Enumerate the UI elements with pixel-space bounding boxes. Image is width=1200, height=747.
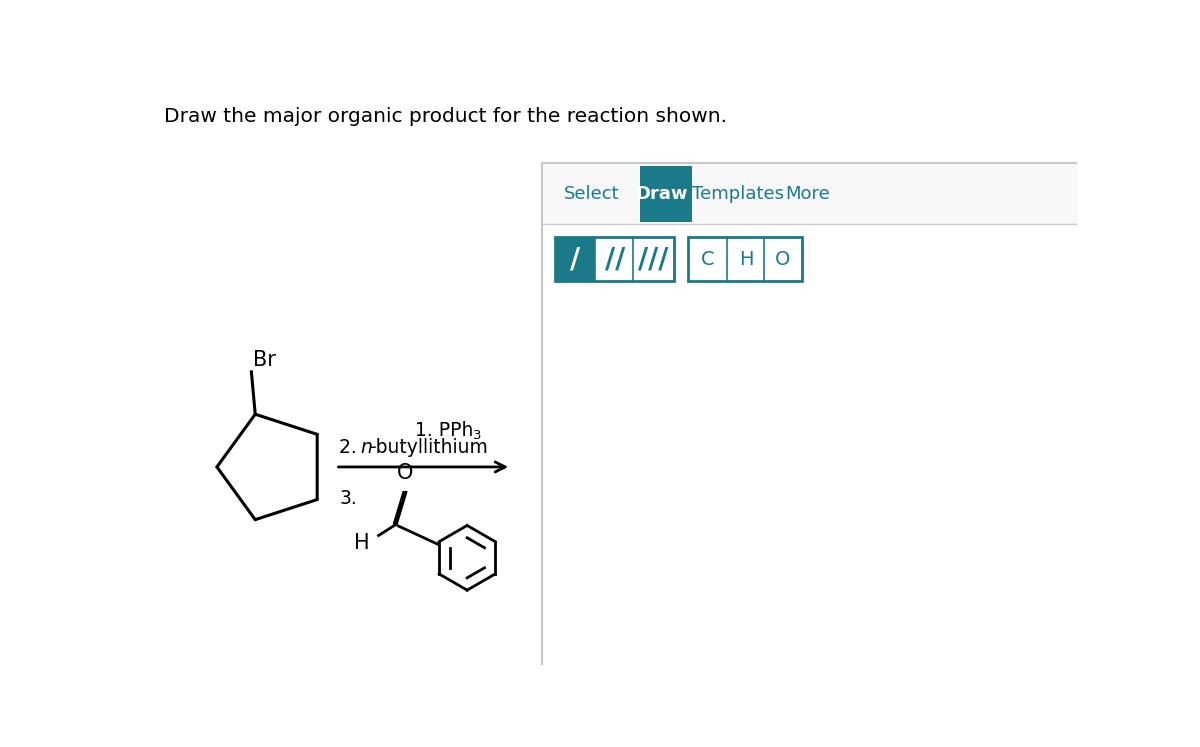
Text: n: n: [360, 438, 372, 457]
Text: Templates: Templates: [692, 185, 785, 203]
Text: -butyllithium: -butyllithium: [370, 438, 488, 457]
Text: H: H: [354, 533, 370, 554]
Text: H: H: [739, 249, 754, 268]
Text: 2.: 2.: [340, 438, 364, 457]
Text: C: C: [701, 249, 714, 268]
Bar: [641, 166, 692, 222]
Text: O: O: [775, 249, 791, 268]
Text: //: //: [605, 245, 625, 273]
Bar: [544, 164, 1079, 223]
Text: Draw: Draw: [635, 185, 688, 203]
Text: Select: Select: [564, 185, 619, 203]
Text: ///: ///: [638, 245, 668, 273]
Bar: [554, 238, 595, 281]
Text: 3: 3: [473, 430, 481, 442]
Text: /: /: [570, 245, 580, 273]
Text: 1. PPh: 1. PPh: [415, 421, 473, 440]
Bar: [554, 238, 673, 281]
Text: More: More: [785, 185, 830, 203]
Text: 3.: 3.: [340, 489, 358, 507]
Text: Br: Br: [253, 350, 276, 370]
Text: O: O: [397, 463, 413, 483]
Text: Draw the major organic product for the reaction shown.: Draw the major organic product for the r…: [163, 107, 727, 125]
Bar: [688, 238, 802, 281]
